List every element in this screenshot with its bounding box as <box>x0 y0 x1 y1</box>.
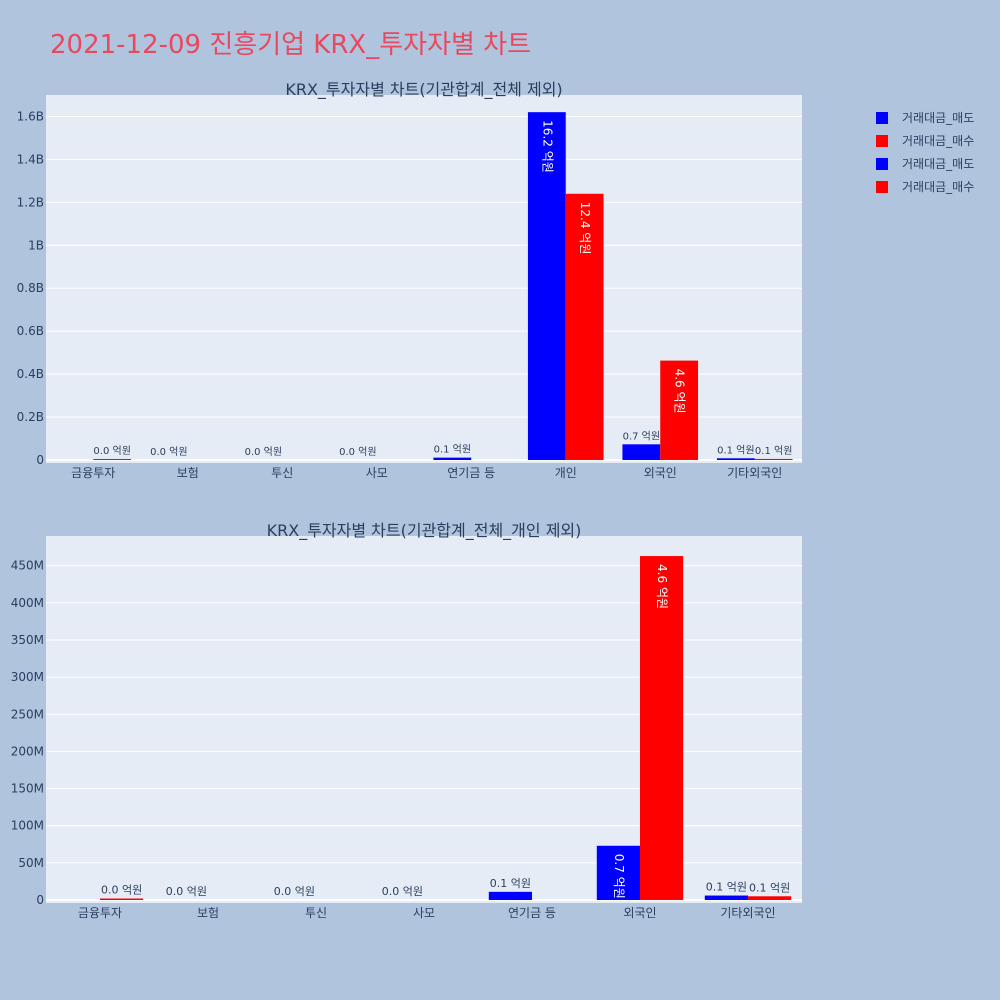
y-tick-label: 100M <box>11 819 44 833</box>
bar-buy <box>660 360 699 460</box>
y-tick-label: 0.4B <box>17 367 44 381</box>
y-tick-label: 1.4B <box>17 152 44 166</box>
bar-buy <box>640 556 684 900</box>
data-label: 0.0 억원 <box>150 446 187 458</box>
legend-item-buy[interactable]: 거래대금_매수 <box>876 175 974 198</box>
legend-label: 거래대금_매도 <box>902 157 975 171</box>
data-label: 12.4 억원 <box>578 202 592 255</box>
data-label: 0.0 억원 <box>274 885 315 898</box>
data-label: 0.0 억원 <box>339 446 376 458</box>
data-label: 0.1 억원 <box>717 444 754 456</box>
data-label: 0.7 억원 <box>612 854 626 899</box>
y-tick-label: 0.8B <box>17 281 44 295</box>
legend: 거래대금_매도 거래대금_매수 거래대금_매도 거래대금_매수 <box>876 106 974 198</box>
data-label: 4.6 억원 <box>673 369 687 414</box>
bar-buy <box>100 898 144 900</box>
y-tick-label: 200M <box>11 744 44 758</box>
y-tick-label: 400M <box>11 596 44 610</box>
legend-label: 거래대금_매수 <box>902 180 975 194</box>
data-label: 0.7 억원 <box>623 430 660 442</box>
y-tick-label: 0 <box>36 453 44 467</box>
data-label: 0.0 억원 <box>93 445 130 457</box>
bar-sell <box>716 458 755 460</box>
chart-title: KRX_투자자별 차트(기관합계_전체 제외) <box>285 80 562 100</box>
bar-buy <box>754 458 793 460</box>
data-label: 0.0 억원 <box>245 446 282 458</box>
y-tick-label: 300M <box>11 670 44 684</box>
x-tick-label: 사모 <box>366 466 388 480</box>
legend-swatch <box>876 157 888 170</box>
y-tick-label: 1B <box>28 238 44 252</box>
bar-sell <box>433 457 472 460</box>
bar-buy <box>565 193 604 460</box>
legend-label: 거래대금_매수 <box>902 134 975 148</box>
y-tick-label: 450M <box>11 559 44 573</box>
y-tick-label: 350M <box>11 633 44 647</box>
data-label: 0.1 억원 <box>490 877 531 890</box>
x-tick-label: 연기금 등 <box>447 466 495 480</box>
data-label: 0.0 억원 <box>101 884 142 897</box>
x-tick-label: 기타외국인 <box>720 906 775 920</box>
bar-sell <box>527 112 566 461</box>
y-tick-label: 0.6B <box>17 324 44 338</box>
data-label: 16.2 억원 <box>540 120 554 173</box>
y-tick-label: 50M <box>18 856 44 870</box>
y-tick-label: 250M <box>11 707 44 721</box>
legend-swatch <box>876 111 888 124</box>
data-label: 0.1 억원 <box>749 881 790 894</box>
x-tick-label: 투신 <box>305 906 327 920</box>
data-label: 0.0 억원 <box>382 885 423 898</box>
bar-sell <box>704 895 748 900</box>
legend-label: 거래대금_매도 <box>902 111 975 125</box>
y-tick-label: 150M <box>11 782 44 796</box>
data-label: 0.1 억원 <box>434 444 471 456</box>
x-tick-label: 보험 <box>177 466 199 480</box>
y-tick-label: 0.2B <box>17 410 44 424</box>
data-label: 0.0 억원 <box>166 885 207 898</box>
legend-swatch <box>876 134 888 147</box>
x-tick-label: 외국인 <box>623 906 656 920</box>
bar-sell <box>622 444 661 460</box>
data-label: 4.6 억원 <box>655 564 669 609</box>
bar-buy <box>748 896 792 900</box>
x-tick-label: 보험 <box>197 906 219 920</box>
x-tick-label: 투신 <box>271 466 293 480</box>
x-tick-label: 연기금 등 <box>508 906 556 920</box>
x-tick-label: 사모 <box>413 906 435 920</box>
chart-title: KRX_투자자별 차트(기관합계_전체_개인 제외) <box>267 521 582 541</box>
legend-item-buy[interactable]: 거래대금_매수 <box>876 129 974 152</box>
x-tick-label: 외국인 <box>644 466 677 480</box>
y-tick-label: 0 <box>36 893 44 907</box>
data-label: 0.1 억원 <box>755 445 792 457</box>
x-tick-label: 금융투자 <box>78 906 122 920</box>
x-tick-label: 개인 <box>555 466 577 480</box>
x-tick-label: 금융투자 <box>71 466 115 480</box>
legend-item-sell[interactable]: 거래대금_매도 <box>876 106 974 129</box>
plot-area <box>46 536 802 903</box>
bar-sell <box>596 845 640 900</box>
x-tick-label: 기타외국인 <box>727 466 782 480</box>
legend-item-sell[interactable]: 거래대금_매도 <box>876 152 974 175</box>
bar-buy <box>93 459 132 460</box>
page-title: 2021-12-09 진흥기업 KRX_투자자별 차트 <box>50 30 532 60</box>
y-tick-label: 1.6B <box>17 109 44 123</box>
data-label: 0.1 억원 <box>706 881 747 894</box>
y-tick-label: 1.2B <box>17 195 44 209</box>
legend-swatch <box>876 180 888 193</box>
bar-sell <box>488 891 532 900</box>
